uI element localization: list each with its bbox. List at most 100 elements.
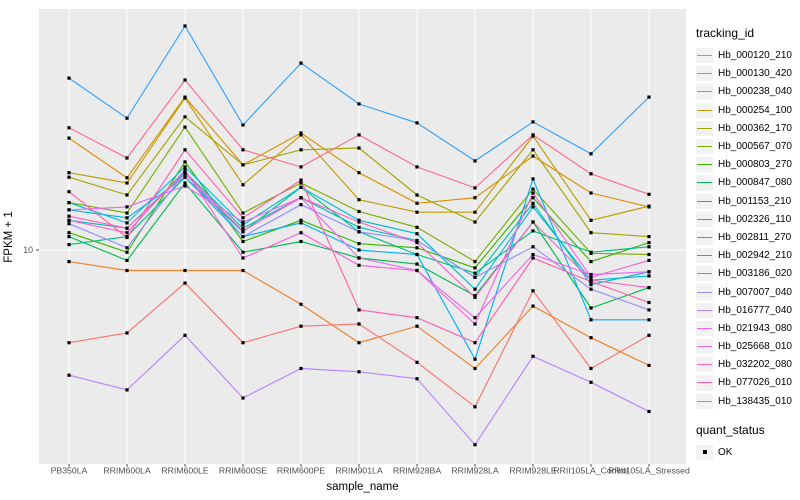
data-point: [183, 281, 187, 285]
y-axis-tick-label: 10: [23, 245, 33, 255]
data-point: [531, 187, 535, 191]
legend-entry-label: Hb_007007_040: [718, 286, 792, 298]
data-point: [531, 245, 535, 249]
legend-entry-label: Hb_138435_010: [718, 395, 792, 407]
data-point: [647, 204, 651, 208]
data-point: [473, 443, 477, 447]
data-point: [125, 235, 129, 240]
data-point: [125, 388, 129, 392]
data-point: [357, 248, 361, 252]
legend-entry-label: Hb_021943_080: [718, 322, 792, 334]
data-point: [67, 243, 71, 247]
data-point: [589, 306, 593, 310]
data-point: [357, 341, 361, 345]
data-point: [241, 163, 245, 167]
data-point: [125, 268, 129, 273]
data-point: [357, 263, 361, 267]
data-point: [357, 146, 361, 150]
legend-key-line-icon: [696, 157, 713, 173]
data-point: [589, 280, 593, 284]
data-point: [67, 260, 71, 264]
data-point: [589, 287, 593, 291]
legend-entry-label: Hb_002326_110: [718, 213, 792, 225]
data-point: [241, 123, 245, 127]
legend-row: Hb_000238_040: [696, 84, 800, 100]
legend-key-line-icon: [696, 266, 713, 282]
legend-row: Hb_002326_110: [696, 211, 800, 227]
legend-row: Hb_001153_210: [696, 193, 800, 209]
legend-key-line-icon: [696, 48, 713, 64]
series-color-swatch: [697, 55, 712, 57]
data-point: [647, 318, 651, 322]
data-point: [647, 192, 651, 196]
data-point: [299, 165, 303, 169]
data-point: [299, 61, 303, 65]
data-point: [299, 324, 303, 328]
series-color-swatch: [697, 73, 712, 75]
data-point: [125, 246, 129, 250]
series-points: [67, 24, 651, 447]
data-point: [299, 221, 303, 225]
data-point: [357, 370, 361, 374]
data-point: [415, 377, 419, 381]
legend-panel: tracking_id Hb_000120_210 Hb_000130_420 Hb…: [694, 0, 800, 463]
data-point: [357, 133, 361, 137]
data-point: [531, 205, 535, 209]
legend-row: Hb_021943_080: [696, 320, 800, 336]
x-axis-tick-label: RRIM600LA: [103, 466, 151, 476]
legend-entry-label: Hb_002811_270: [718, 231, 792, 243]
data-point: [299, 196, 303, 200]
data-point: [357, 198, 361, 202]
x-axis-tick-label: RRIM901LA: [335, 466, 383, 476]
data-point: [415, 238, 419, 243]
data-point: [531, 256, 535, 260]
data-point: [357, 230, 361, 234]
data-point: [299, 148, 303, 152]
legend-entry-label: Hb_000130_420: [718, 68, 792, 80]
line-chart: 10 PB350LA RRIM600LA RRIM600LE RRIM600SE RRI…: [23, 9, 690, 476]
data-point: [473, 341, 477, 345]
legend-entry-label: Hb_000238_040: [718, 86, 792, 98]
data-point: [473, 260, 477, 264]
data-point: [647, 286, 651, 290]
data-point: [183, 165, 187, 169]
data-point: [183, 333, 187, 337]
legend-row: Hb_000567_070: [696, 138, 800, 155]
data-point: [531, 133, 535, 137]
series-color-swatch: [697, 91, 712, 93]
data-point: [589, 272, 593, 277]
series-color-swatch: [697, 109, 712, 111]
x-axis-tick-label: RRIM928LE: [509, 466, 557, 476]
legend-row: Hb_016777_040: [696, 302, 800, 318]
x-axis-tick-label: RRIM600PE: [277, 466, 325, 476]
x-axis-tick-label: RRII105LA_Control: [553, 466, 628, 476]
data-point: [589, 366, 593, 371]
legend-row: Hb_032202_080: [696, 357, 800, 373]
axis-tick-marks: [36, 249, 650, 467]
data-point: [241, 250, 245, 254]
legend-entry-label: Hb_032202_080: [718, 359, 792, 371]
legend-title-quant-status: quant_status: [696, 422, 765, 437]
x-axis-tick-label: RRIM600SE: [219, 466, 267, 476]
data-point: [67, 208, 71, 212]
data-point: [415, 252, 419, 257]
legend-key-line-icon: [696, 284, 713, 300]
data-point: [183, 78, 187, 82]
legend-entry-label: Hb_000254_100: [718, 104, 792, 116]
legend-row: Hb_000362_170: [696, 120, 800, 136]
data-point: [531, 191, 535, 195]
data-point: [589, 260, 593, 264]
data-point: [589, 250, 593, 254]
data-point: [589, 275, 593, 279]
data-point: [647, 252, 651, 257]
legend-key-line-icon: [696, 375, 713, 391]
legend-entry-label: Hb_025668_010: [718, 341, 792, 353]
data-point: [67, 171, 71, 175]
data-point: [241, 183, 245, 187]
data-point: [67, 126, 71, 130]
series-color-swatch: [697, 309, 712, 311]
data-point: [241, 341, 245, 345]
data-point: [183, 168, 187, 172]
data-point: [299, 203, 303, 207]
data-point: [357, 256, 361, 260]
